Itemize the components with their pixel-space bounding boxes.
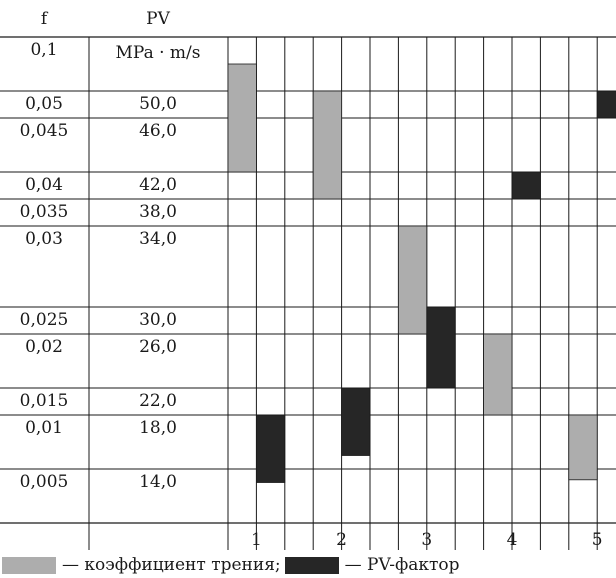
legend-swatch-pv — [284, 556, 339, 574]
category-label: 2 — [336, 530, 347, 550]
row-label-pv: 46,0 — [139, 121, 177, 141]
bar-pv-4 — [511, 171, 541, 200]
header-pv-unit: MPa · m/s — [116, 43, 201, 63]
bar-friction-1 — [227, 63, 257, 173]
category-label: 3 — [421, 530, 432, 550]
row-label-f: 0,035 — [20, 202, 69, 222]
row-label-f: 0,04 — [25, 175, 63, 195]
bar-pv-2 — [341, 387, 371, 456]
legend-swatch-friction — [2, 556, 56, 574]
row-label-pv: 22,0 — [139, 391, 177, 411]
row-label-pv: 34,0 — [139, 229, 177, 249]
bar-pv-5 — [596, 90, 616, 119]
row-label-f: 0,03 — [25, 229, 63, 249]
row-label-pv: 50,0 — [139, 94, 177, 114]
category-label: 1 — [251, 530, 262, 550]
row-label-f: 0,005 — [20, 472, 69, 492]
row-label-f: 0,01 — [25, 418, 63, 438]
legend-label-friction: — коэффициент трения; — [62, 555, 281, 575]
category-label: 5 — [592, 530, 603, 550]
legend-label-pv: — PV-фактор — [344, 555, 460, 575]
bar-friction-4 — [483, 333, 513, 416]
bar-friction-3 — [397, 225, 428, 335]
bar-friction-5 — [568, 414, 598, 481]
row-label-f: 0,025 — [20, 310, 69, 330]
chart-bars — [227, 63, 616, 483]
header-f: f — [41, 9, 49, 29]
row-label-f: 0,045 — [20, 121, 69, 141]
bar-pv-1 — [255, 414, 286, 483]
row-label-pv: 14,0 — [139, 472, 177, 492]
bar-pv-3 — [426, 306, 456, 389]
row-label-pv: 18,0 — [139, 418, 177, 438]
row-label-pv: 30,0 — [139, 310, 177, 330]
row-label-f: 0,015 — [20, 391, 69, 411]
bar-friction-2 — [312, 90, 343, 200]
header-pv: PV — [146, 9, 170, 29]
row-label-pv: 26,0 — [139, 337, 177, 357]
legend: — коэффициент трения; — PV-фактор — [2, 554, 460, 576]
category-label: 4 — [507, 530, 518, 550]
row-label-pv: 42,0 — [139, 175, 177, 195]
chart-labels: f PV MPa · m/s 0,1 0,05 50,0 0,045 46,0 0,04 4… — [20, 9, 603, 550]
row-label-pv: 38,0 — [139, 202, 177, 222]
chart-grid — [0, 36, 616, 550]
row-label-f: 0,1 — [30, 40, 57, 60]
row-label-f: 0,02 — [25, 337, 63, 357]
row-label-f: 0,05 — [25, 94, 63, 114]
